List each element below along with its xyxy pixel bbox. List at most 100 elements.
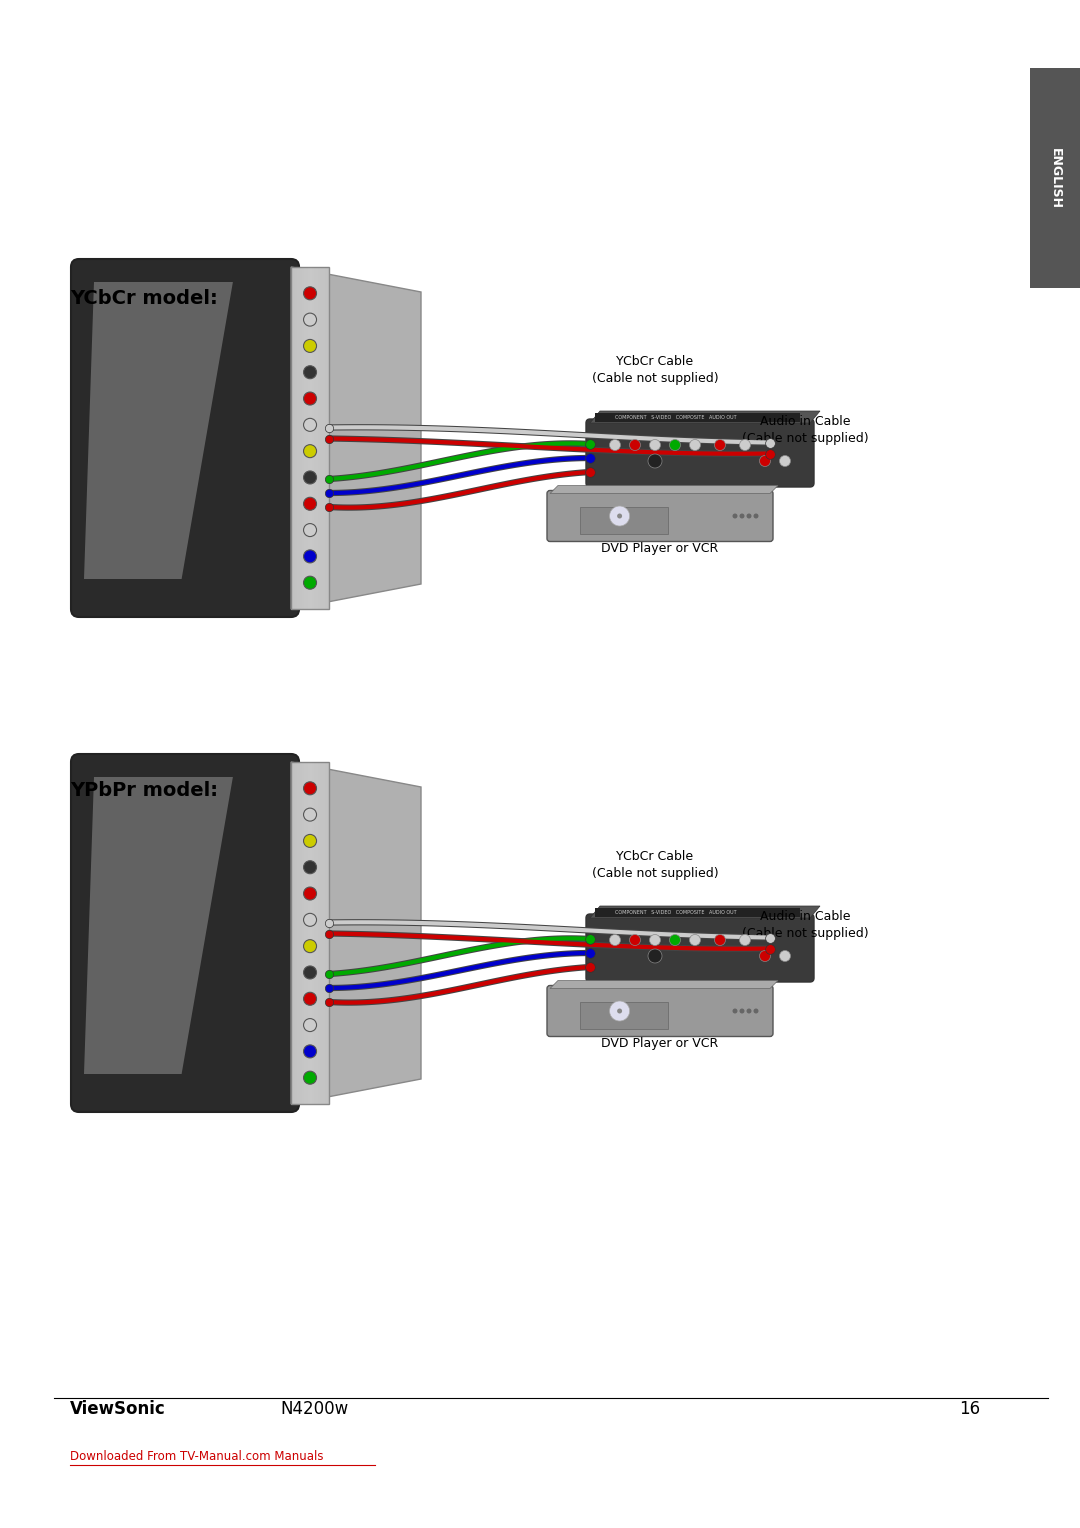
Text: DVD Player or VCR: DVD Player or VCR [602, 542, 718, 555]
Circle shape [303, 419, 316, 431]
Circle shape [303, 808, 316, 821]
Circle shape [670, 935, 680, 946]
Bar [302, 762, 305, 1105]
Circle shape [609, 935, 621, 946]
Circle shape [649, 935, 661, 946]
Bar [299, 267, 300, 610]
Circle shape [609, 506, 630, 526]
Bar [315, 762, 318, 1105]
Bar [308, 762, 310, 1105]
FancyBboxPatch shape [595, 413, 800, 422]
Text: Audio in Cable: Audio in Cable [759, 416, 850, 428]
Text: Downloaded From TV-Manual.com Manuals: Downloaded From TV-Manual.com Manuals [70, 1450, 324, 1462]
Polygon shape [590, 411, 820, 423]
FancyBboxPatch shape [1030, 69, 1080, 287]
Circle shape [303, 339, 316, 353]
Bar [305, 267, 307, 610]
Bar [327, 762, 329, 1105]
Circle shape [303, 550, 316, 562]
Circle shape [303, 1071, 316, 1085]
Bar [300, 762, 302, 1105]
Bar [320, 267, 322, 610]
Bar [314, 762, 315, 1105]
Text: YPbPr model:: YPbPr model: [70, 781, 218, 801]
FancyBboxPatch shape [586, 914, 814, 983]
Circle shape [780, 455, 791, 466]
Circle shape [648, 454, 662, 468]
Circle shape [303, 914, 316, 926]
Circle shape [609, 1001, 630, 1021]
Bar [325, 267, 327, 610]
Text: YCbCr Cable: YCbCr Cable [617, 354, 693, 368]
Circle shape [759, 950, 770, 961]
Circle shape [617, 1008, 622, 1013]
Circle shape [759, 455, 770, 466]
FancyBboxPatch shape [291, 762, 329, 1105]
Polygon shape [84, 778, 233, 1074]
Bar [297, 267, 299, 610]
Bar [322, 762, 323, 1105]
FancyBboxPatch shape [586, 419, 814, 487]
Circle shape [732, 1008, 738, 1013]
Circle shape [303, 445, 316, 458]
Circle shape [303, 497, 316, 510]
FancyBboxPatch shape [71, 753, 299, 1112]
Bar [293, 267, 295, 610]
Circle shape [609, 440, 621, 451]
Circle shape [715, 935, 726, 946]
Circle shape [303, 860, 316, 874]
Circle shape [754, 513, 758, 518]
Bar [295, 762, 297, 1105]
Circle shape [303, 940, 316, 952]
Circle shape [303, 313, 316, 325]
Bar [299, 762, 300, 1105]
Bar [297, 762, 299, 1105]
Circle shape [649, 440, 661, 451]
FancyBboxPatch shape [71, 260, 299, 617]
Bar [305, 762, 307, 1105]
Polygon shape [291, 267, 421, 610]
Circle shape [746, 513, 752, 518]
Bar [323, 762, 325, 1105]
Circle shape [740, 440, 751, 451]
Circle shape [740, 513, 744, 518]
Circle shape [630, 440, 640, 451]
Text: YCbCr Cable: YCbCr Cable [617, 850, 693, 863]
Circle shape [303, 287, 316, 299]
Circle shape [689, 935, 701, 946]
Circle shape [648, 949, 662, 963]
Circle shape [303, 576, 316, 590]
Bar [312, 267, 314, 610]
Text: ENGLISH: ENGLISH [1049, 148, 1062, 208]
Polygon shape [590, 906, 820, 918]
Bar [310, 267, 312, 610]
Circle shape [303, 471, 316, 484]
Circle shape [303, 834, 316, 848]
Bar [295, 267, 297, 610]
Text: COMPONENT   S-VIDEO   COMPOSITE   AUDIO OUT: COMPONENT S-VIDEO COMPOSITE AUDIO OUT [615, 416, 737, 420]
Text: 16: 16 [959, 1400, 980, 1418]
Circle shape [303, 365, 316, 379]
Circle shape [303, 782, 316, 795]
Polygon shape [291, 762, 421, 1105]
Circle shape [780, 950, 791, 961]
Bar [323, 267, 325, 610]
Text: Audio in Cable: Audio in Cable [759, 911, 850, 923]
Circle shape [303, 992, 316, 1005]
FancyBboxPatch shape [291, 267, 329, 610]
Circle shape [303, 966, 316, 979]
Circle shape [303, 524, 316, 536]
Circle shape [303, 1045, 316, 1057]
Bar [300, 267, 302, 610]
Bar [308, 267, 310, 610]
Bar [318, 762, 320, 1105]
Circle shape [617, 513, 622, 518]
Circle shape [303, 393, 316, 405]
Circle shape [732, 513, 738, 518]
Circle shape [754, 1008, 758, 1013]
Text: COMPONENT   S-VIDEO   COMPOSITE   AUDIO OUT: COMPONENT S-VIDEO COMPOSITE AUDIO OUT [615, 911, 737, 915]
Bar [302, 267, 305, 610]
Circle shape [715, 440, 726, 451]
Bar [310, 762, 312, 1105]
Circle shape [303, 1019, 316, 1031]
